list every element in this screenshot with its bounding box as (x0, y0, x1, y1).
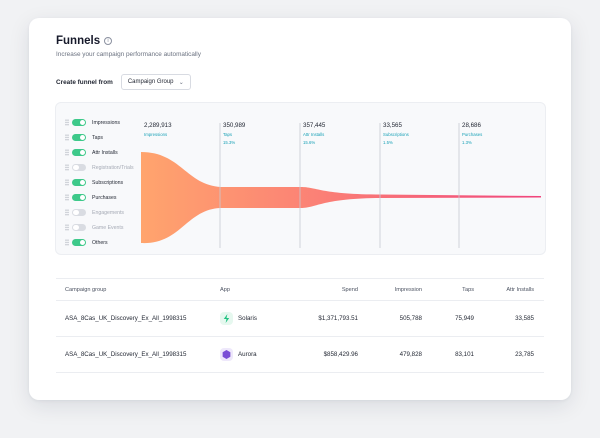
info-icon[interactable]: i (104, 37, 113, 45)
drag-handle-icon[interactable] (65, 149, 69, 156)
cell-spend: $1,371,793.51 (318, 315, 358, 322)
drag-handle-icon[interactable] (65, 164, 69, 171)
app-name: Aurora (238, 351, 257, 358)
create-funnel-label: Create funnel from (56, 78, 113, 86)
stage-taps: 350,989 Taps 15.3% (223, 122, 245, 145)
stage-percent: 15.3% (223, 140, 236, 145)
legend-item-others[interactable]: Others (65, 235, 134, 250)
toggle-purchases[interactable] (72, 193, 86, 202)
cell-taps: 75,949 (455, 315, 474, 322)
funnel-graphic (141, 123, 541, 248)
toggle-taps[interactable] (72, 133, 86, 142)
cell-app: Aurora (220, 348, 292, 361)
legend-label: Purchases (92, 194, 117, 201)
toggle-game-events[interactable] (72, 223, 86, 232)
stage-value: 357,445 (303, 122, 326, 129)
chevron-down-icon: ⌄ (178, 79, 184, 86)
stage-subscriptions: 33,565 Subscriptions 1.5% (383, 122, 409, 145)
col-header-impression[interactable]: Impression (394, 286, 422, 293)
col-header-taps[interactable]: Taps (462, 286, 474, 293)
page-title: Funnels i (56, 35, 113, 47)
stage-purchases: 28,686 Purchases 1.3% (462, 122, 482, 145)
stage-value: 33,565 (383, 122, 402, 129)
stage-impressions: 2,289,913 Impressions (144, 122, 172, 137)
stage-value: 350,989 (223, 122, 246, 129)
stage-label: Taps (223, 132, 233, 137)
drag-handle-icon[interactable] (65, 134, 69, 141)
legend-item-impressions[interactable]: Impressions (65, 115, 134, 130)
legend-item-subscriptions[interactable]: Subscriptions (65, 175, 134, 190)
drag-handle-icon[interactable] (65, 179, 69, 186)
stage-label: Subscriptions (383, 132, 409, 137)
legend-label: Impressions (92, 119, 120, 126)
legend-label: Attr Installs (92, 149, 118, 156)
legend-label: Engagements (92, 209, 125, 216)
cell-impression: 479,828 (399, 351, 422, 358)
legend-item-engagements[interactable]: Engagements (65, 205, 134, 220)
legend-item-purchases[interactable]: Purchases (65, 190, 134, 205)
stage-value: 2,289,913 (144, 122, 172, 129)
stage-attr-installs: 357,445 Attr Installs 15.6% (303, 122, 325, 145)
aurora-app-icon (220, 348, 233, 361)
cell-spend: $858,429.96 (323, 351, 358, 358)
cell-installs: 23,785 (515, 351, 534, 358)
funnel-source-select[interactable]: Campaign Group ⌄ (120, 74, 191, 90)
table-row[interactable]: ASA_8Cas_UK_Discovery_Ex_All_1998315 Aur… (56, 337, 544, 373)
drag-handle-icon[interactable] (65, 119, 69, 126)
funnels-card: Funnels i Increase your campaign perform… (29, 18, 571, 400)
cell-taps: 83,101 (455, 351, 474, 358)
stage-percent: 1.5% (383, 140, 393, 145)
legend-item-game-events[interactable]: Game Events (65, 220, 134, 235)
funnel-source-value: Campaign Group (127, 79, 174, 85)
cell-installs: 33,585 (515, 315, 534, 322)
funnel-legend: Impressions Taps Attr Installs Registrat… (65, 115, 134, 250)
toggle-others[interactable] (72, 238, 86, 247)
stage-value: 28,686 (462, 122, 481, 129)
toggle-subscriptions[interactable] (72, 178, 86, 187)
funnel-shape (141, 152, 541, 244)
solaris-app-icon (220, 312, 233, 325)
drag-handle-icon[interactable] (65, 209, 69, 216)
campaign-table: Campaign group App Spend Impression Taps… (56, 278, 544, 373)
legend-item-attr-installs[interactable]: Attr Installs (65, 145, 134, 160)
legend-label: Game Events (92, 224, 124, 231)
stage-percent: 1.3% (462, 140, 472, 145)
col-header-group[interactable]: Campaign group (65, 286, 107, 293)
toggle-engagements[interactable] (72, 208, 86, 217)
cell-group: ASA_8Cas_UK_Discovery_Ex_All_1998315 (65, 351, 187, 358)
col-header-installs[interactable]: Attr Installs (506, 286, 534, 293)
create-funnel-row: Create funnel from Campaign Group ⌄ (56, 74, 191, 90)
toggle-attr-installs[interactable] (72, 148, 86, 157)
legend-item-registration-trials[interactable]: Registration/Trials (65, 160, 134, 175)
toggle-registration-trials[interactable] (72, 163, 86, 172)
legend-item-taps[interactable]: Taps (65, 130, 134, 145)
col-header-app[interactable]: App (220, 286, 230, 293)
page-subtitle: Increase your campaign performance autom… (56, 51, 201, 58)
funnel-chart-panel: Impressions Taps Attr Installs Registrat… (55, 102, 546, 255)
stage-label: Attr Installs (303, 132, 325, 137)
legend-label: Taps (92, 134, 103, 141)
cell-app: Solaris (220, 312, 292, 325)
cell-group: ASA_8Cas_UK_Discovery_Ex_All_1998315 (65, 315, 187, 322)
cell-impression: 505,788 (399, 315, 422, 322)
drag-handle-icon[interactable] (65, 194, 69, 201)
app-name: Solaris (238, 315, 257, 322)
col-header-spend[interactable]: Spend (341, 286, 358, 293)
table-header: Campaign group App Spend Impression Taps… (56, 278, 544, 301)
drag-handle-icon[interactable] (65, 239, 69, 246)
drag-handle-icon[interactable] (65, 224, 69, 231)
toggle-impressions[interactable] (72, 118, 86, 127)
stage-label: Purchases (462, 132, 483, 137)
legend-label: Others (92, 239, 108, 246)
legend-label: Registration/Trials (92, 164, 134, 171)
title-text: Funnels (56, 35, 101, 47)
stage-label: Impressions (144, 132, 168, 137)
table-row[interactable]: ASA_8Cas_UK_Discovery_Ex_All_1998315 Sol… (56, 301, 544, 337)
stage-percent: 15.6% (303, 140, 316, 145)
legend-label: Subscriptions (92, 179, 124, 186)
